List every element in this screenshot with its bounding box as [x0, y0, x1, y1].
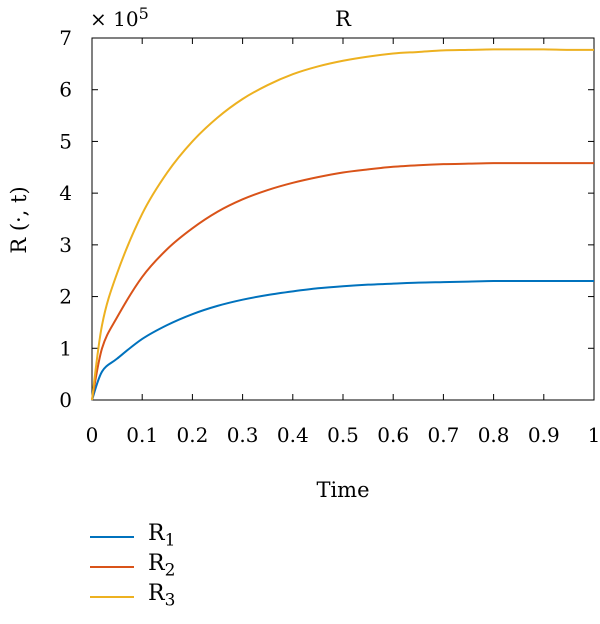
x-tick-label: 0.2 — [176, 423, 208, 447]
x-axis-title: Time — [316, 478, 369, 502]
y-tick-label: 4 — [59, 181, 72, 205]
y-multiplier-exponent: 5 — [139, 4, 149, 23]
y-multiplier-base: × 10 — [90, 7, 139, 31]
y-tick-label: 6 — [59, 78, 72, 102]
legend-swatch — [90, 566, 134, 568]
series-line-r1 — [91, 280, 594, 401]
legend-label-base: R — [148, 521, 165, 546]
x-tick-label: 0.4 — [277, 423, 309, 447]
axes: 0 0.1 0.2 0.3 0.4 0.5 0.6 0.7 0.8 0.9 1 0 1 2 3 4 5 6 7 — [59, 26, 600, 447]
y-tick-label: 5 — [59, 129, 72, 153]
x-tick-label: 0.1 — [126, 423, 158, 447]
series-line-r2 — [91, 162, 594, 401]
legend-swatch — [90, 536, 134, 538]
legend-label-subscript: 2 — [164, 560, 176, 581]
legend-label-subscript: 3 — [164, 590, 176, 611]
y-tick-label: 3 — [59, 233, 72, 257]
y-axis-title: R (·, t) — [7, 186, 31, 253]
chart-title: R — [335, 7, 352, 31]
legend-label: R2 — [148, 550, 175, 584]
x-tick-label: 0.6 — [377, 423, 409, 447]
x-tick-label: 1 — [588, 423, 600, 447]
y-tick-label: 7 — [59, 26, 72, 50]
legend-label: R1 — [148, 520, 175, 554]
x-tick-label: 0.8 — [478, 423, 510, 447]
legend-label: R3 — [148, 580, 175, 614]
legend-label-subscript: 1 — [164, 530, 176, 551]
x-tick-label: 0.5 — [327, 423, 359, 447]
plot-frame — [91, 37, 595, 401]
y-tick-label: 0 — [59, 388, 72, 412]
y-tick-label: 2 — [59, 285, 72, 309]
x-tick-label: 0 — [86, 423, 99, 447]
legend-label-base: R — [148, 551, 165, 576]
y-tick-label: 1 — [59, 336, 72, 360]
x-tick-label: 0.3 — [227, 423, 259, 447]
legend-swatch — [90, 596, 134, 598]
series-line-r3 — [91, 48, 595, 401]
x-tick-label: 0.7 — [427, 423, 459, 447]
x-tick-label: 0.9 — [528, 423, 560, 447]
legend-label-base: R — [148, 581, 165, 606]
series-layer — [91, 48, 595, 401]
line-chart: 0 0.1 0.2 0.3 0.4 0.5 0.6 0.7 0.8 0.9 1 0 1 2 3 4 5 6 7 R … — [7, 4, 600, 502]
y-multiplier-label: × 105 — [90, 4, 149, 31]
